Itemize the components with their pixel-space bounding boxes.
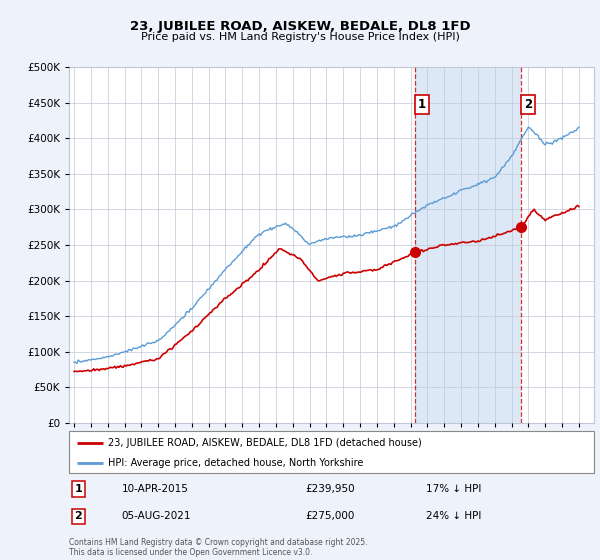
Text: 1: 1 — [74, 484, 82, 494]
Text: 1: 1 — [418, 98, 426, 111]
Text: 23, JUBILEE ROAD, AISKEW, BEDALE, DL8 1FD (detached house): 23, JUBILEE ROAD, AISKEW, BEDALE, DL8 1F… — [109, 438, 422, 448]
Text: 17% ↓ HPI: 17% ↓ HPI — [426, 484, 481, 494]
Text: Price paid vs. HM Land Registry's House Price Index (HPI): Price paid vs. HM Land Registry's House … — [140, 32, 460, 42]
Text: 05-AUG-2021: 05-AUG-2021 — [121, 511, 191, 521]
Text: 24% ↓ HPI: 24% ↓ HPI — [426, 511, 481, 521]
Text: £239,950: £239,950 — [305, 484, 355, 494]
Text: 10-APR-2015: 10-APR-2015 — [121, 484, 188, 494]
Text: 2: 2 — [74, 511, 82, 521]
Text: 2: 2 — [524, 98, 532, 111]
Text: HPI: Average price, detached house, North Yorkshire: HPI: Average price, detached house, Nort… — [109, 458, 364, 468]
Text: £275,000: £275,000 — [305, 511, 355, 521]
Text: Contains HM Land Registry data © Crown copyright and database right 2025.
This d: Contains HM Land Registry data © Crown c… — [69, 538, 367, 557]
Bar — [415, 67, 521, 423]
Text: 23, JUBILEE ROAD, AISKEW, BEDALE, DL8 1FD: 23, JUBILEE ROAD, AISKEW, BEDALE, DL8 1F… — [130, 20, 470, 32]
FancyBboxPatch shape — [69, 431, 594, 473]
